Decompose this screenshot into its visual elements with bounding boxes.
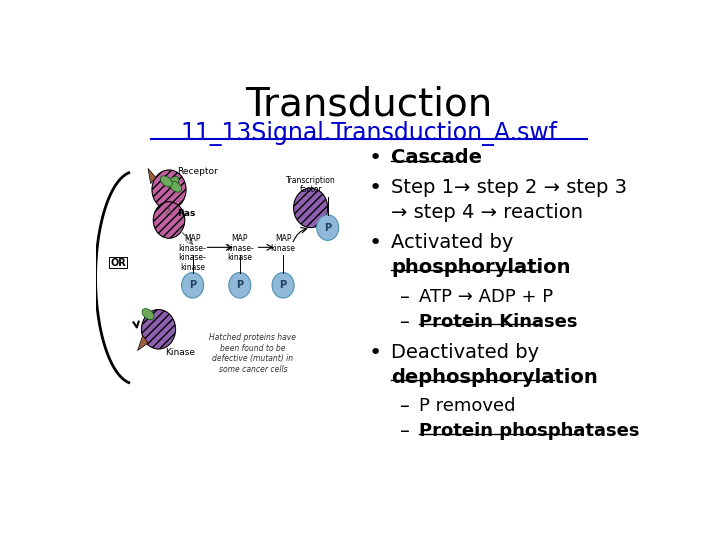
Text: •: • [369, 342, 382, 362]
Text: –: – [400, 288, 410, 307]
Text: Step 1→ step 2 → step 3: Step 1→ step 2 → step 3 [392, 178, 627, 197]
Text: •: • [369, 178, 382, 198]
Text: Transduction: Transduction [246, 85, 492, 124]
Text: Protein phosphatases: Protein phosphatases [419, 422, 640, 441]
Text: phosphorylation: phosphorylation [392, 258, 571, 276]
Text: ATP → ADP + P: ATP → ADP + P [419, 288, 554, 306]
Text: Protein Kinases: Protein Kinases [419, 313, 577, 330]
Text: dephosphorylation: dephosphorylation [392, 368, 598, 387]
Text: –: – [400, 397, 410, 416]
Text: Cascade: Cascade [392, 148, 482, 167]
Text: → step 4 → reaction: → step 4 → reaction [392, 203, 583, 222]
Text: Activated by: Activated by [392, 233, 513, 252]
Text: –: – [400, 313, 410, 332]
Text: •: • [369, 233, 382, 253]
Text: –: – [400, 422, 410, 441]
Text: P removed: P removed [419, 397, 516, 415]
Text: Deactivated by: Deactivated by [392, 342, 539, 362]
Text: 11_13Signal.Transduction_A.swf: 11_13Signal.Transduction_A.swf [181, 121, 557, 146]
Text: •: • [369, 148, 382, 168]
